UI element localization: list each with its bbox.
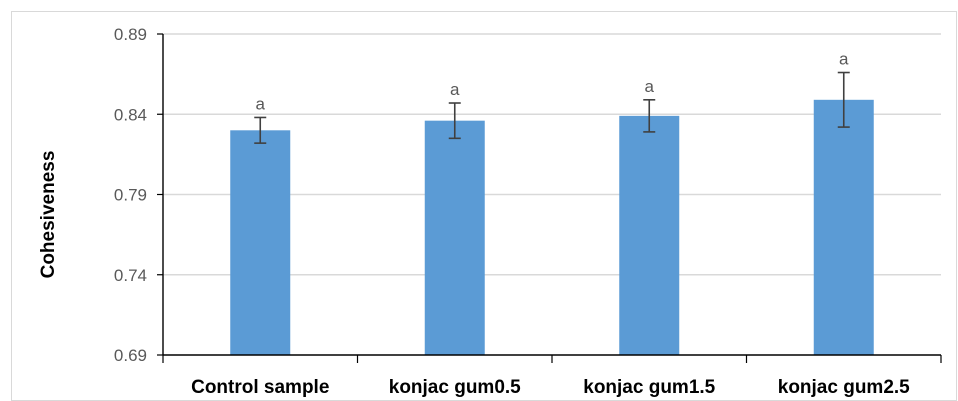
y-tick-label: 0.74	[114, 266, 147, 285]
significance-label: a	[645, 77, 655, 96]
bar	[813, 99, 874, 356]
y-axis-title: Cohesiveness	[38, 151, 59, 279]
y-tick-label: 0.69	[114, 346, 147, 365]
y-tick-label: 0.79	[114, 186, 147, 205]
x-category-label: konjac gum0.5	[389, 377, 521, 398]
bar	[230, 130, 291, 355]
bar	[619, 115, 680, 355]
x-category-label: Control sample	[191, 377, 329, 398]
axes	[157, 33, 942, 363]
significance-label: a	[839, 50, 849, 69]
y-tick-label: 0.89	[114, 25, 147, 44]
x-category-label: konjac gum1.5	[583, 377, 715, 398]
gridlines	[163, 33, 941, 276]
x-category-label: konjac gum2.5	[778, 377, 910, 398]
significance-label: a	[256, 94, 266, 113]
bars	[230, 71, 874, 356]
bar	[424, 120, 485, 355]
labels: 0.89 0.84 0.79 0.74 0.69 a Control sample a konj…	[114, 25, 910, 398]
significance-label: a	[450, 80, 460, 99]
y-tick-label: 0.84	[114, 105, 147, 124]
